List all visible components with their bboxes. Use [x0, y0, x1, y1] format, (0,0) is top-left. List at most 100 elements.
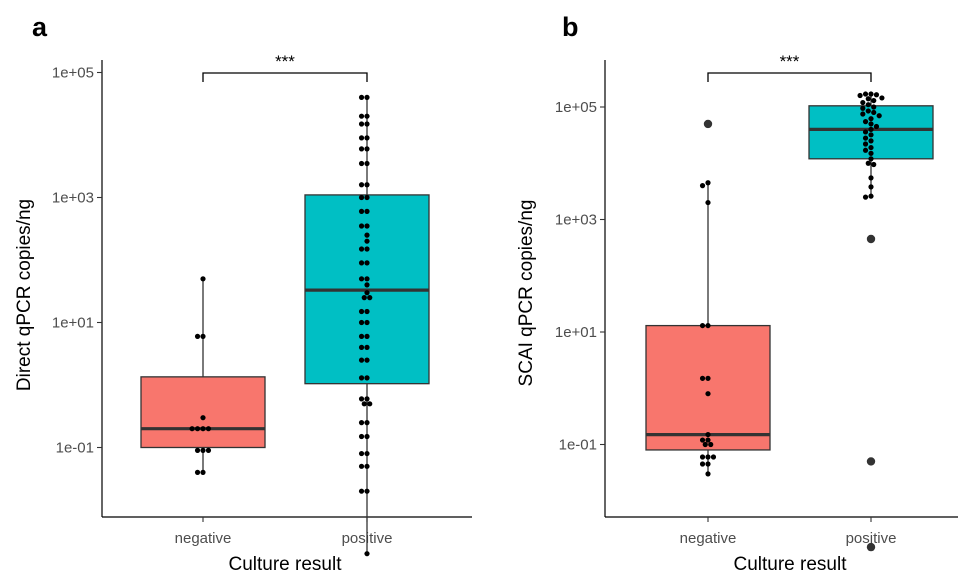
y-tick-label: 1e+05	[555, 99, 597, 116]
significance-bracket	[707, 72, 872, 82]
data-point	[358, 160, 365, 167]
data-point	[868, 121, 874, 127]
data-point	[860, 111, 866, 117]
data-point	[705, 437, 711, 443]
data-point	[364, 375, 370, 381]
data-point	[873, 92, 880, 98]
data-point	[358, 121, 365, 127]
data-point	[358, 246, 365, 252]
data-point	[860, 105, 866, 111]
data-point	[699, 454, 706, 460]
x-tick-label: negative	[175, 530, 232, 547]
data-point	[358, 208, 365, 214]
data-point	[705, 180, 711, 186]
data-point	[364, 282, 370, 288]
data-point	[705, 375, 711, 381]
data-point	[860, 99, 866, 106]
data-point	[705, 461, 711, 467]
panel-label-b: b	[562, 12, 579, 42]
y-tick-label: 1e+03	[52, 190, 94, 207]
data-point	[868, 184, 874, 190]
data-point	[358, 357, 365, 363]
data-point	[361, 295, 367, 301]
x-tick-label: positive	[846, 530, 897, 547]
panel-a: a Direct qPCR copies/ng Culture result 1…	[14, 12, 472, 572]
y-tick-label: 1e+01	[555, 324, 597, 341]
data-point	[358, 463, 365, 469]
significance-label: ***	[780, 52, 800, 71]
data-point	[699, 461, 706, 467]
data-point	[868, 144, 874, 151]
data-point	[699, 375, 706, 381]
data-point	[364, 333, 370, 339]
data-point	[364, 223, 370, 229]
data-point	[194, 469, 201, 475]
data-point	[699, 322, 706, 329]
data-point	[364, 433, 370, 440]
data-point	[876, 113, 882, 119]
data-point	[358, 375, 365, 381]
data-point	[868, 193, 874, 199]
data-point	[702, 441, 708, 448]
data-point	[358, 194, 365, 201]
data-point	[205, 447, 212, 453]
data-point	[364, 276, 370, 282]
data-point	[871, 161, 877, 168]
data-point	[871, 97, 877, 104]
data-point	[358, 135, 365, 141]
data-point	[871, 109, 877, 116]
data-point	[194, 333, 201, 339]
data-point	[364, 246, 370, 252]
data-point	[862, 147, 869, 153]
data-point	[367, 401, 373, 407]
data-point	[862, 194, 869, 200]
data-point	[705, 199, 711, 206]
x-tick-label: negative	[680, 530, 737, 547]
data-point	[868, 138, 874, 144]
data-point	[200, 426, 206, 432]
data-point	[364, 420, 370, 426]
data-point	[868, 150, 874, 156]
data-point	[200, 447, 206, 453]
data-point	[364, 160, 370, 167]
data-point	[364, 290, 370, 296]
data-point	[364, 146, 370, 152]
outlier-point	[703, 119, 713, 129]
data-point	[705, 391, 711, 397]
outlier-point	[866, 542, 876, 552]
data-point	[865, 108, 871, 114]
y-tick-label: 1e+05	[52, 65, 94, 82]
data-point	[871, 104, 877, 110]
data-point	[367, 295, 373, 301]
data-point	[205, 426, 212, 432]
data-point	[865, 102, 871, 108]
data-point	[194, 426, 201, 432]
data-point	[710, 454, 717, 460]
data-point	[364, 260, 370, 266]
data-point	[364, 232, 370, 238]
data-point	[865, 160, 871, 166]
data-point	[364, 121, 370, 127]
outlier-point	[866, 457, 876, 466]
data-point	[699, 183, 706, 189]
data-point	[358, 488, 365, 494]
data-point	[358, 146, 365, 152]
data-point	[868, 175, 874, 181]
panel-a-x-axis-title: Culture result	[229, 554, 343, 572]
panel-label-a: a	[32, 12, 48, 42]
data-point	[364, 463, 370, 469]
y-tick-label: 1e+01	[52, 315, 94, 332]
data-point	[364, 194, 370, 201]
data-point	[200, 276, 206, 282]
data-point	[868, 91, 874, 97]
significance-bracket	[202, 72, 368, 82]
data-point	[868, 116, 874, 122]
data-point	[364, 396, 370, 402]
data-point	[868, 126, 874, 132]
data-point	[868, 132, 874, 138]
data-point	[358, 333, 365, 339]
data-point	[364, 308, 370, 315]
data-point	[873, 123, 880, 130]
panel-b: b SCAI qPCR copies/ng Culture result 1e-…	[516, 12, 958, 572]
